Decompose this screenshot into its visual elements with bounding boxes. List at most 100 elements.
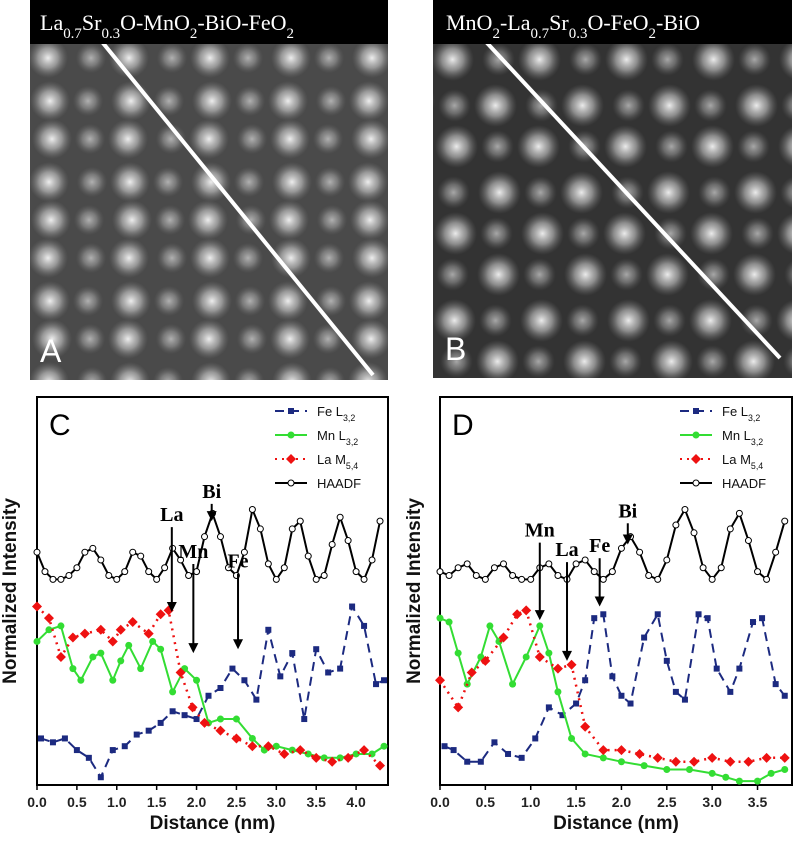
- legend-marker: [692, 479, 700, 487]
- atom-column: [0, 167, 26, 197]
- arrow-head: [534, 610, 545, 621]
- atom-column: [349, 281, 388, 321]
- atom-column: [110, 362, 150, 380]
- atom-column: [30, 162, 69, 202]
- marker: [670, 756, 681, 767]
- atom-column: [388, 0, 431, 35]
- atom-column: [519, 386, 562, 429]
- marker: [77, 676, 85, 684]
- atom-column: [517, 125, 560, 168]
- marker: [43, 613, 54, 624]
- marker: [380, 742, 388, 750]
- atom-column: [733, 253, 776, 296]
- atom-column: [524, 176, 557, 209]
- marker: [713, 665, 720, 672]
- atom-column: [734, 171, 777, 214]
- scan-line: [460, 14, 782, 360]
- x-tick-label: 2.5: [227, 794, 247, 810]
- atom-column: [735, 84, 778, 127]
- atom-column: [438, 89, 471, 122]
- marker: [89, 544, 97, 552]
- marker: [256, 525, 264, 533]
- marker: [559, 712, 566, 719]
- marker: [175, 667, 186, 678]
- arrow-head: [188, 643, 199, 654]
- atom-column: [650, 340, 693, 378]
- atom-column: [188, 400, 228, 440]
- atom-column: [73, 204, 105, 236]
- marker: [699, 564, 707, 572]
- atom-column: [604, 125, 647, 168]
- marker: [672, 521, 680, 529]
- atom-column: [352, 38, 388, 78]
- x-tick-label: 1.0: [107, 794, 127, 810]
- atom-column: [521, 212, 564, 255]
- y-axis-title: Normalized Intensity: [404, 498, 425, 684]
- atom-column: [563, 340, 606, 378]
- atom-column: [0, 205, 23, 235]
- panel-label: A: [40, 333, 62, 369]
- atom-column: [779, 39, 792, 80]
- legend-label: La M5,4: [722, 452, 763, 471]
- atom-column: [607, 299, 650, 342]
- atom-column: [778, 126, 792, 167]
- marker: [663, 765, 671, 773]
- legend-marker: [286, 454, 296, 464]
- marker: [229, 665, 236, 672]
- atom-column: [776, 299, 792, 342]
- atom-column: [233, 366, 265, 380]
- atom-column: [0, 43, 20, 73]
- marker: [295, 745, 306, 756]
- marker: [109, 747, 116, 754]
- marker: [313, 646, 320, 653]
- marker: [241, 677, 248, 684]
- atom-column: [270, 119, 310, 159]
- atom-column: [393, 5, 423, 35]
- marker: [652, 752, 663, 763]
- atom-column: [75, 42, 107, 74]
- marker: [143, 628, 154, 639]
- marker: [201, 533, 209, 541]
- marker: [617, 544, 625, 552]
- atom-column: [234, 85, 266, 117]
- plot-frame: [439, 396, 793, 786]
- marker: [645, 571, 653, 579]
- legend-marker: [693, 408, 699, 414]
- marker: [704, 615, 711, 622]
- marker: [193, 568, 201, 576]
- marker: [472, 571, 480, 579]
- atom-column: [396, 391, 429, 424]
- marker: [522, 653, 530, 661]
- scan-line: [66, 0, 375, 377]
- marker: [566, 659, 577, 670]
- marker: [636, 548, 644, 556]
- atom-column: [474, 84, 517, 127]
- marker: [185, 571, 193, 579]
- marker: [113, 575, 121, 583]
- marker: [69, 665, 77, 673]
- marker: [231, 733, 242, 744]
- atom-column: [740, 304, 773, 337]
- marker: [598, 745, 609, 756]
- legend-marker: [691, 454, 701, 464]
- annotation: La: [555, 539, 578, 561]
- atom-column: [109, 238, 149, 278]
- marker: [376, 517, 384, 525]
- atom-column: [112, 400, 152, 440]
- atom-column: [235, 204, 267, 236]
- marker: [115, 624, 126, 635]
- marker: [157, 719, 164, 726]
- marker: [133, 731, 140, 738]
- annotation: La: [160, 504, 183, 526]
- marker: [337, 665, 344, 672]
- marker: [781, 692, 788, 699]
- x-tick-label: 0.5: [476, 794, 496, 810]
- atom-column: [395, 43, 425, 73]
- atom-column: [189, 119, 229, 159]
- marker: [518, 754, 525, 761]
- atom-column: [737, 130, 770, 163]
- marker: [453, 702, 464, 713]
- atom-column: [694, 89, 727, 122]
- marker: [145, 727, 152, 734]
- atom-column: [566, 304, 599, 337]
